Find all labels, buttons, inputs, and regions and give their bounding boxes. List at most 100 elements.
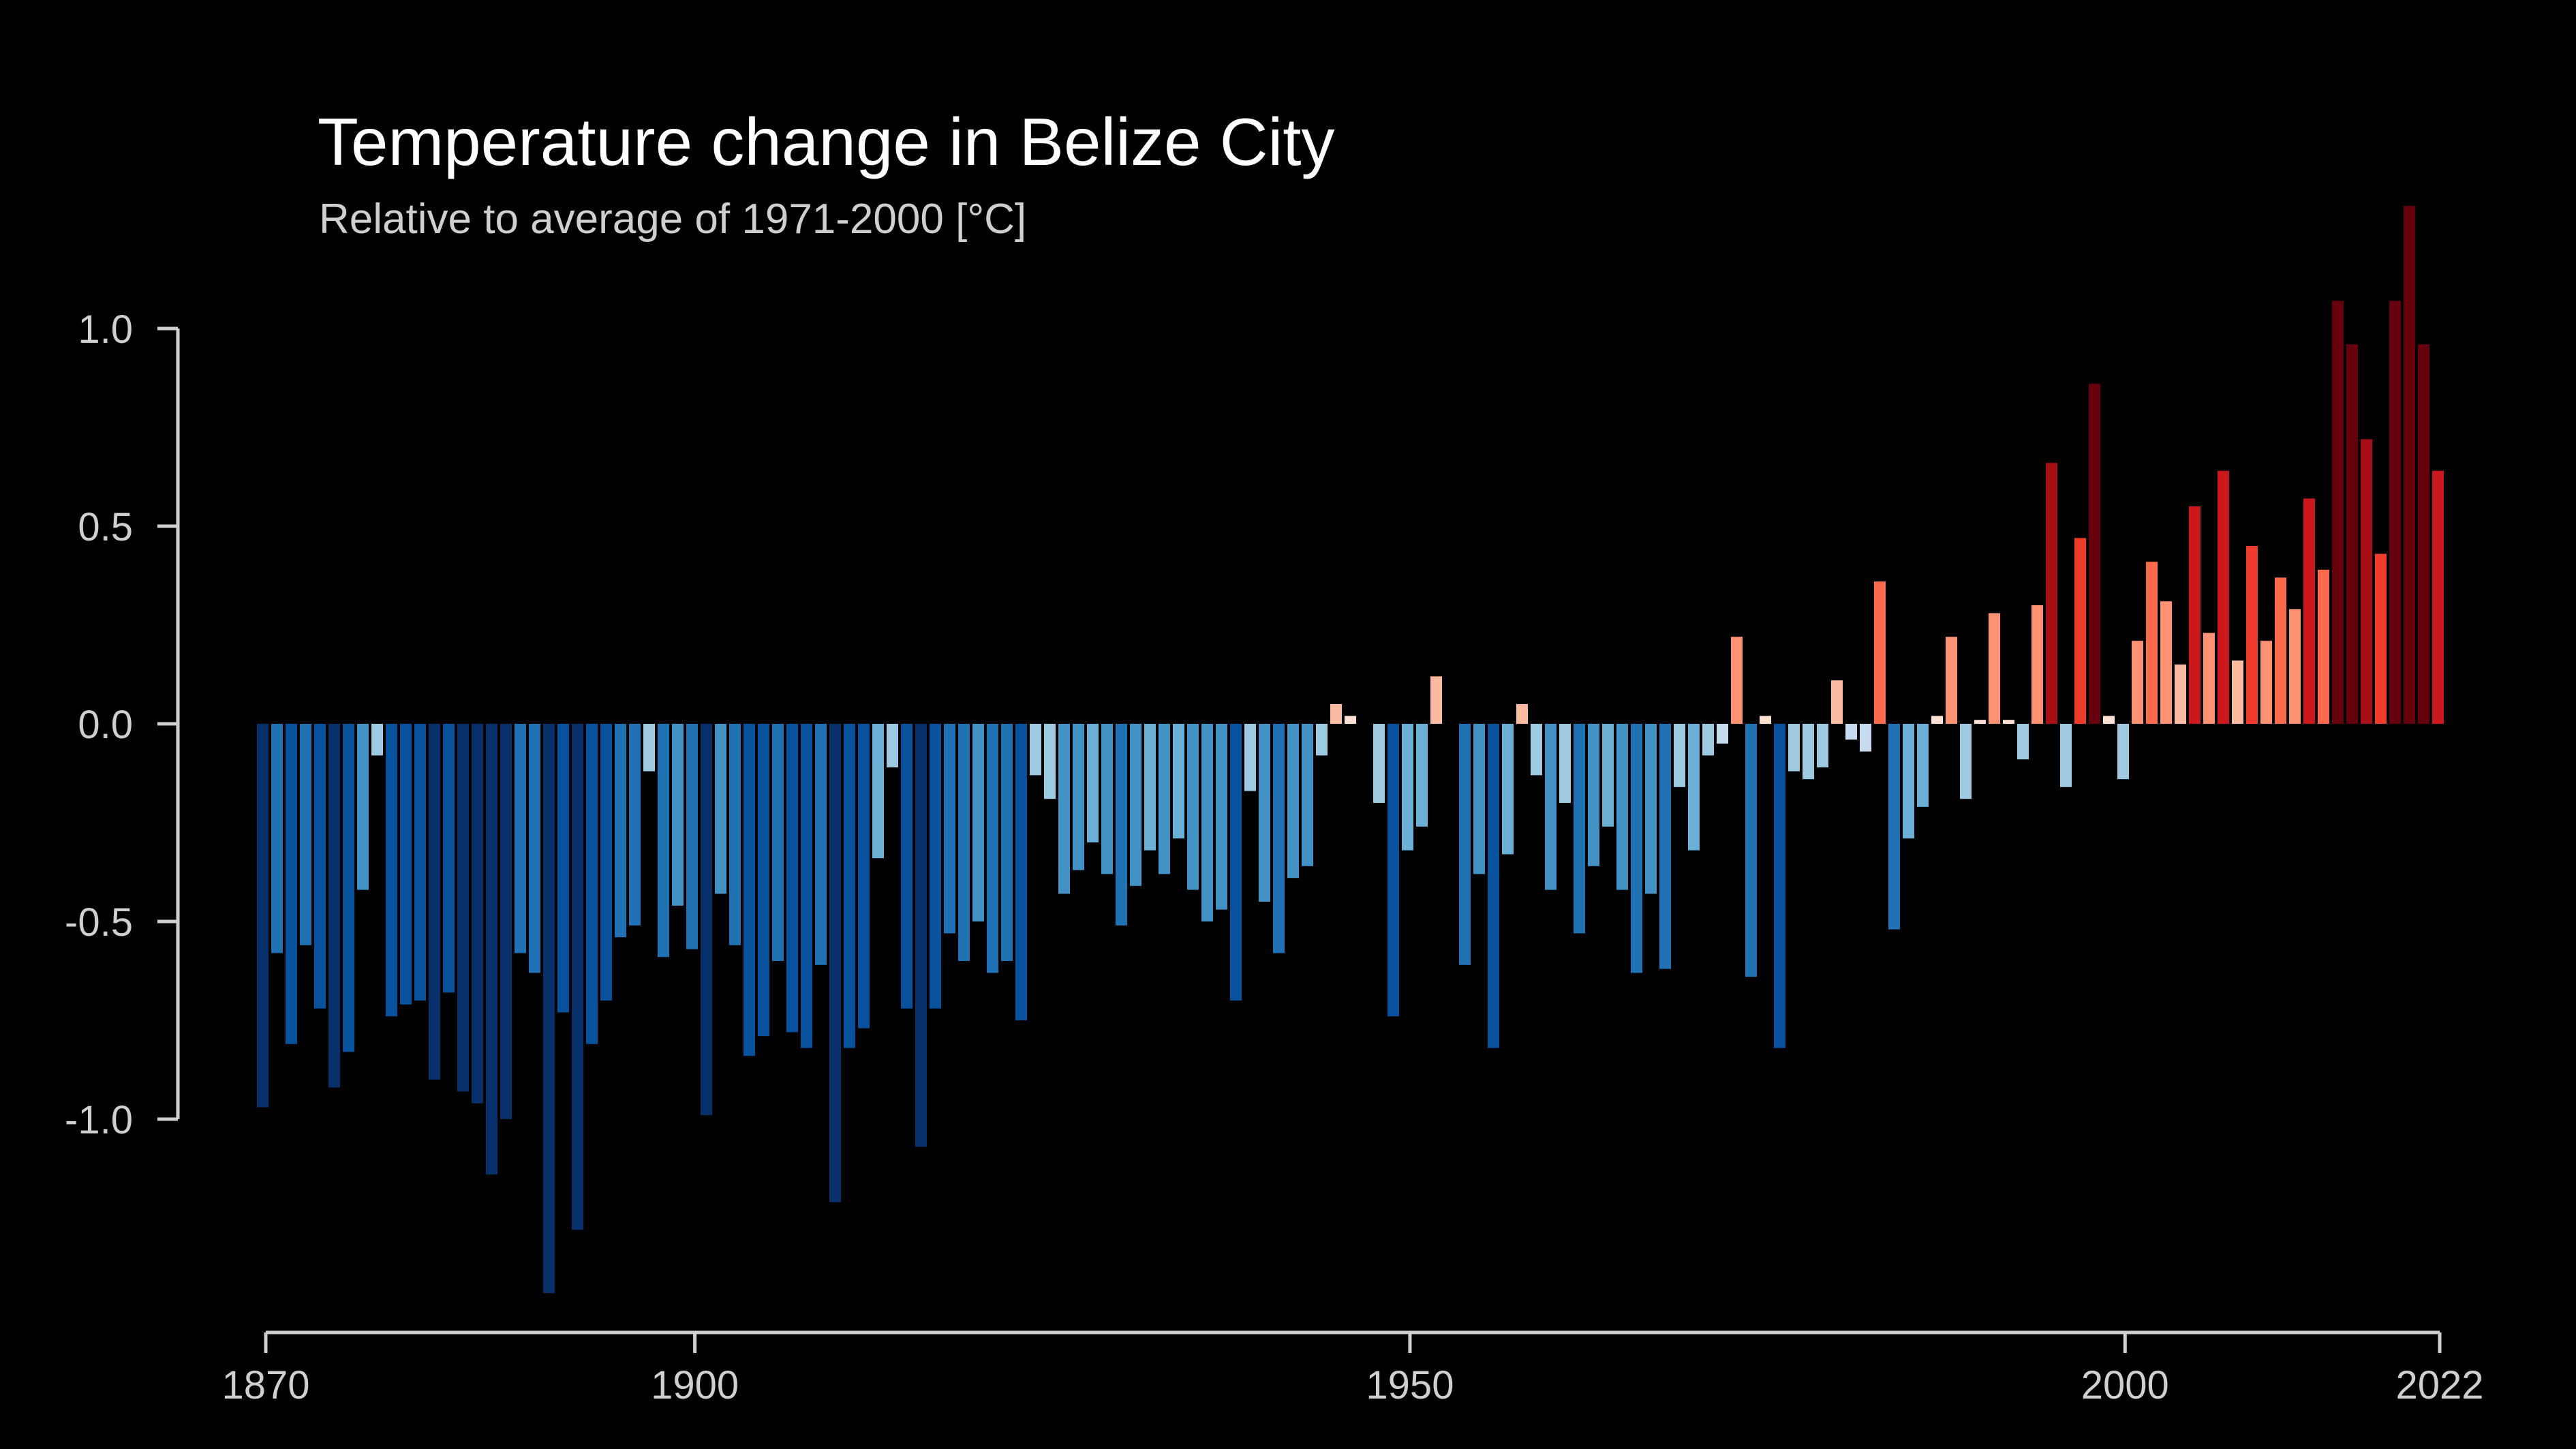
bar-1943 bbox=[1302, 724, 1313, 866]
bar-1928 bbox=[1087, 724, 1099, 842]
bar-1991 bbox=[1989, 613, 2000, 724]
bar-1874 bbox=[314, 724, 326, 1009]
bar-1920 bbox=[972, 724, 984, 921]
bar-1890 bbox=[543, 724, 555, 1294]
bar-1886 bbox=[486, 724, 497, 1175]
bar-1965 bbox=[1616, 724, 1628, 890]
bar-1992 bbox=[2003, 720, 2014, 724]
bar-1895 bbox=[615, 724, 626, 938]
bar-2017 bbox=[2361, 439, 2372, 724]
bar-1889 bbox=[529, 724, 540, 973]
bar-2016 bbox=[2346, 344, 2358, 724]
bar-1896 bbox=[629, 724, 641, 926]
bar-1915 bbox=[901, 724, 913, 1009]
bar-1973 bbox=[1731, 637, 1743, 724]
bar-1995 bbox=[2046, 463, 2057, 724]
bar-2000 bbox=[2117, 724, 2129, 780]
bar-2004 bbox=[2175, 665, 2186, 724]
bar-1882 bbox=[429, 724, 440, 1080]
bar-1871 bbox=[271, 724, 283, 954]
bar-1949 bbox=[1387, 724, 1399, 1017]
bar-1967 bbox=[1645, 724, 1657, 894]
bar-1996 bbox=[2060, 724, 2072, 787]
bar-1872 bbox=[286, 724, 297, 1044]
bar-1879 bbox=[386, 724, 397, 1017]
bar-1937 bbox=[1216, 724, 1227, 910]
x-tick-label: 2022 bbox=[2395, 1363, 2483, 1407]
bar-1985 bbox=[1903, 724, 1914, 839]
bar-1955 bbox=[1473, 724, 1485, 874]
bar-1951 bbox=[1416, 724, 1428, 827]
bar-1884 bbox=[457, 724, 469, 1092]
bar-1976 bbox=[1774, 724, 1785, 1048]
bar-2007 bbox=[2218, 470, 2229, 724]
bar-2001 bbox=[2132, 641, 2143, 724]
bar-1883 bbox=[443, 724, 455, 993]
bar-1897 bbox=[643, 724, 655, 772]
bar-1938 bbox=[1230, 724, 1242, 1001]
bar-1946 bbox=[1345, 716, 1356, 724]
bar-1990 bbox=[1974, 720, 1986, 724]
bar-1891 bbox=[557, 724, 569, 1013]
bar-2010 bbox=[2260, 641, 2272, 724]
bar-1945 bbox=[1330, 704, 1342, 724]
bar-1926 bbox=[1058, 724, 1070, 894]
bar-2006 bbox=[2203, 632, 2215, 724]
bar-1989 bbox=[1960, 724, 1972, 799]
bar-2011 bbox=[2275, 577, 2286, 724]
bar-1906 bbox=[772, 724, 784, 961]
bar-1893 bbox=[586, 724, 598, 1044]
bar-1900 bbox=[686, 724, 698, 949]
bar-2021 bbox=[2418, 344, 2429, 724]
bar-1936 bbox=[1201, 724, 1213, 921]
bar-1917 bbox=[930, 724, 941, 1009]
bar-1984 bbox=[1888, 724, 1900, 930]
bar-1907 bbox=[786, 724, 798, 1033]
bar-1913 bbox=[872, 724, 884, 859]
bar-2003 bbox=[2160, 601, 2172, 724]
y-tick-label: 0.0 bbox=[78, 703, 133, 747]
bar-2018 bbox=[2375, 553, 2387, 724]
bar-1924 bbox=[1030, 724, 1041, 776]
bar-1970 bbox=[1688, 724, 1700, 851]
bar-1986 bbox=[1917, 724, 1929, 807]
bar-2015 bbox=[2332, 301, 2344, 724]
bar-1875 bbox=[328, 724, 340, 1088]
bar-1956 bbox=[1488, 724, 1499, 1048]
bar-1901 bbox=[701, 724, 712, 1116]
bar-1998 bbox=[2089, 384, 2100, 724]
chart-subtitle: Relative to average of 1971-2000 [°C] bbox=[319, 196, 1027, 243]
bar-1887 bbox=[500, 724, 512, 1119]
x-axis: 1870 1900 1950 2000 2022 bbox=[221, 1330, 2484, 1407]
bar-2013 bbox=[2303, 498, 2315, 724]
bar-1977 bbox=[1788, 724, 1800, 772]
bar-1958 bbox=[1516, 704, 1528, 724]
bar-1972 bbox=[1717, 724, 1728, 744]
bar-1911 bbox=[844, 724, 855, 1048]
bar-1902 bbox=[715, 724, 726, 894]
bar-1876 bbox=[343, 724, 354, 1052]
bar-1962 bbox=[1574, 724, 1585, 934]
x-tick-label: 1900 bbox=[651, 1363, 739, 1407]
bar-1952 bbox=[1430, 676, 1442, 724]
bar-1980 bbox=[1831, 680, 1843, 724]
bar-1974 bbox=[1745, 724, 1757, 977]
bar-1975 bbox=[1760, 716, 1771, 724]
bar-1905 bbox=[758, 724, 769, 1037]
y-tick-label: -0.5 bbox=[65, 900, 133, 945]
bar-1933 bbox=[1159, 724, 1170, 874]
bar-1963 bbox=[1588, 724, 1599, 866]
bar-1934 bbox=[1173, 724, 1184, 839]
bar-1939 bbox=[1244, 724, 1256, 791]
bar-1968 bbox=[1659, 724, 1671, 969]
bar-1903 bbox=[729, 724, 741, 945]
bar-1873 bbox=[300, 724, 311, 945]
bar-1987 bbox=[1931, 716, 1943, 724]
bar-1940 bbox=[1259, 724, 1270, 902]
bar-1899 bbox=[672, 724, 684, 906]
bar-1885 bbox=[472, 724, 483, 1103]
bar-1919 bbox=[958, 724, 970, 961]
y-axis: 1.0 0.5 0.0 -0.5 -1.0 bbox=[65, 307, 180, 1142]
bar-1941 bbox=[1273, 724, 1285, 954]
bar-1888 bbox=[515, 724, 526, 954]
